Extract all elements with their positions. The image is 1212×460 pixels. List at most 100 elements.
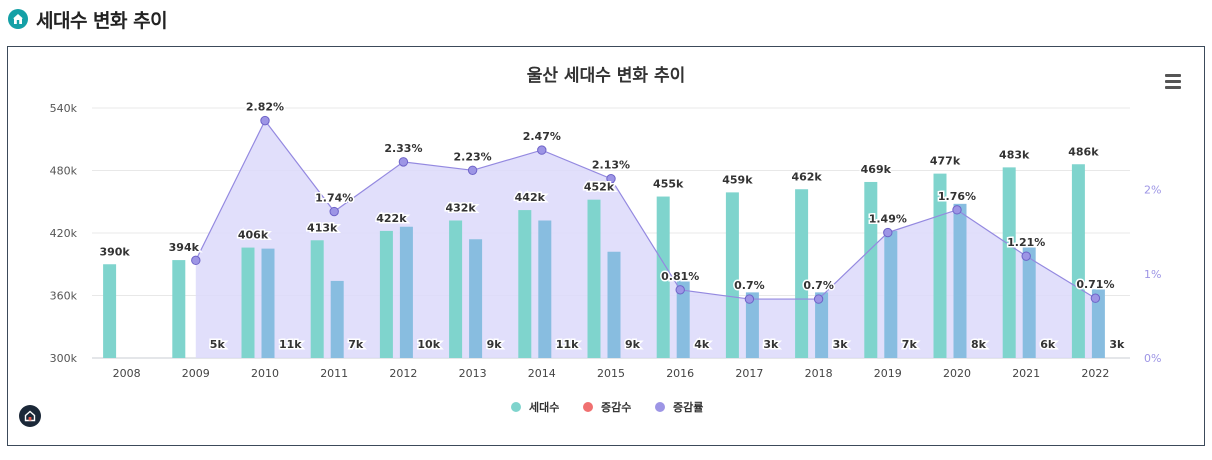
y-right-tick-label: 0% [1144,352,1161,365]
label-rate: 0.7% [803,279,834,292]
bar-households [379,230,393,358]
x-tick-label: 2015 [597,367,625,380]
rate-point[interactable] [260,115,270,126]
bar-change [607,251,621,358]
bar-households [241,247,255,358]
bar-households [795,189,809,358]
label-change: 7k [348,338,364,351]
label-change: 6k [1040,338,1056,351]
bar-households [518,210,532,358]
label-households: 390k [99,245,130,258]
rate-point[interactable] [813,294,824,304]
legend-label: 세대수 [529,400,559,414]
bar-households [725,192,739,358]
label-rate: 0.81% [661,270,699,283]
bar-change [676,279,690,358]
legend-marker[interactable] [583,402,593,412]
bar-change [330,280,344,358]
bar-households [656,196,670,358]
bar-change [745,292,759,358]
bar-households [933,173,947,358]
label-households: 452k [584,181,615,194]
label-rate: 0.7% [734,279,765,292]
label-households: 462k [791,170,822,183]
label-households: 442k [515,191,546,204]
rate-point[interactable] [606,174,616,184]
rate-point[interactable] [191,255,201,266]
label-rate: 0.71% [1076,278,1114,291]
rate-point[interactable] [952,205,962,215]
rate-point[interactable] [537,145,547,155]
label-rate: 2.82% [246,101,284,114]
label-rate: 2.23% [454,150,492,163]
legend-marker[interactable] [655,402,665,412]
rate-point[interactable] [467,165,478,175]
bar-change [1022,245,1036,358]
y-left-tick-label: 420k [50,227,78,240]
page-title: 세대수 변화 추이 [36,9,168,32]
x-tick-label: 2022 [1081,367,1109,380]
bar-households [1002,167,1016,358]
bar-households [103,264,117,358]
label-change: 7k [902,338,918,351]
label-change: 3k [1109,338,1125,351]
legend-marker[interactable] [511,402,521,412]
rate-point[interactable] [1090,293,1101,303]
bar-change [538,220,552,358]
label-change: 11k [279,338,302,351]
y-left-tick-label: 480k [50,165,78,178]
label-change: 11k [556,338,579,351]
label-households: 477k [930,155,961,168]
bar-change [261,248,275,358]
bar-households [864,181,878,358]
label-rate: 1.76% [938,190,976,203]
rate-point[interactable] [329,206,339,217]
brand-logo-icon [19,405,41,427]
x-tick-label: 2021 [1012,367,1040,380]
chart-menu-button[interactable] [1160,70,1186,92]
home-icon [8,9,28,29]
label-households: 483k [999,148,1030,161]
legend-label: 증감률 [673,400,703,414]
bar-change [884,230,898,358]
label-households: 413k [307,221,338,234]
legend-label: 증감수 [601,400,631,414]
bar-households [172,260,186,358]
rate-point[interactable] [675,285,685,295]
label-change: 9k [625,338,641,351]
label-change: 10k [417,338,440,351]
label-households: 486k [1068,145,1099,158]
x-tick-label: 2012 [389,367,417,380]
label-change: 3k [833,338,849,351]
label-rate: 1.21% [1007,236,1045,249]
rate-point[interactable] [1021,251,1031,261]
x-tick-label: 2014 [528,367,556,380]
x-tick-label: 2010 [251,367,279,380]
bar-change [1091,289,1105,358]
label-households: 422k [376,212,407,225]
bar-households [1071,164,1085,358]
bar-households [587,199,601,358]
bar-households [449,220,463,358]
x-tick-label: 2013 [459,367,487,380]
y-left-tick-label: 540k [50,102,78,115]
bar-change [953,203,967,358]
label-households: 469k [861,163,892,176]
label-households: 455k [653,178,684,191]
y-left-tick-label: 360k [50,290,78,303]
x-tick-label: 2009 [182,367,210,380]
hamburger-icon [1165,73,1181,77]
label-change: 8k [971,338,987,351]
x-tick-label: 2011 [320,367,348,380]
label-households: 432k [445,202,476,215]
rate-point[interactable] [883,227,893,238]
label-rate: 2.47% [523,130,561,143]
label-rate: 2.13% [592,159,630,172]
rate-point[interactable] [744,294,755,304]
label-change: 3k [763,338,779,351]
section-header: 세대수 변화 추이 [8,5,168,33]
bar-change [815,292,829,358]
label-households: 406k [238,229,269,242]
rate-point[interactable] [398,157,409,167]
